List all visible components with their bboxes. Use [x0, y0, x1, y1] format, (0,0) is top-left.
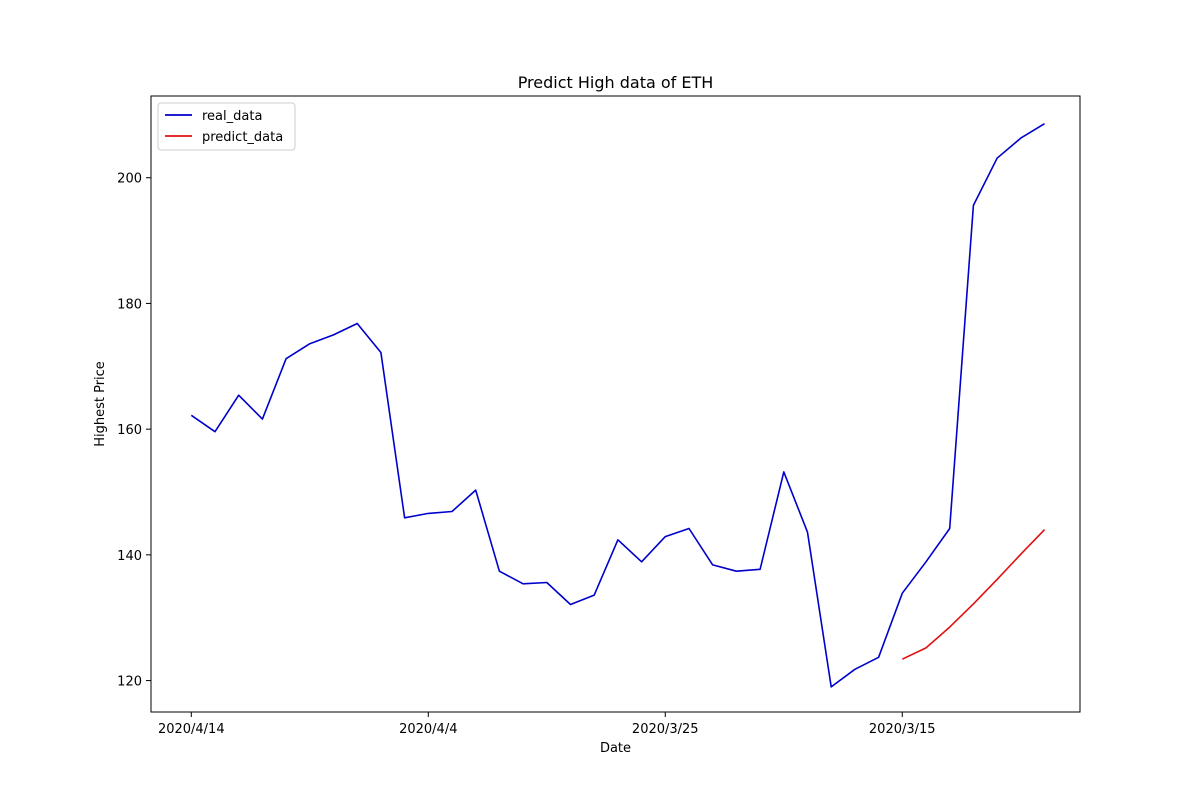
x-tick-label: 2020/4/14 [158, 722, 225, 737]
series-line-real-data [190, 123, 1045, 688]
x-tick-label: 2020/4/4 [399, 722, 457, 737]
plot-area [150, 95, 1081, 713]
legend-box [157, 102, 296, 151]
x-tick-label: 2020/3/25 [632, 722, 699, 737]
legend-label: real_data [202, 109, 262, 124]
y-tick-label: 120 [117, 675, 142, 690]
x-axis-ticks: 2020/4/14 2020/4/4 2020/3/25 2020/3/15 [158, 712, 936, 737]
y-axis-ticks: 120 140 160 180 200 [117, 172, 151, 690]
legend: real_data predict_data [157, 102, 296, 151]
x-axis-title: Date [600, 741, 631, 756]
y-tick-label: 140 [117, 549, 142, 564]
legend-label: predict_data [202, 130, 283, 145]
y-tick-label: 200 [117, 172, 142, 187]
series-line-predict-data [901, 529, 1046, 660]
y-axis-title: Highest Price [93, 361, 108, 447]
y-tick-label: 180 [117, 297, 142, 312]
x-tick-label: 2020/3/15 [869, 722, 936, 737]
series-layer [190, 123, 1046, 688]
chart-title: Predict High data of ETH [518, 73, 714, 92]
y-tick-label: 160 [117, 423, 142, 438]
